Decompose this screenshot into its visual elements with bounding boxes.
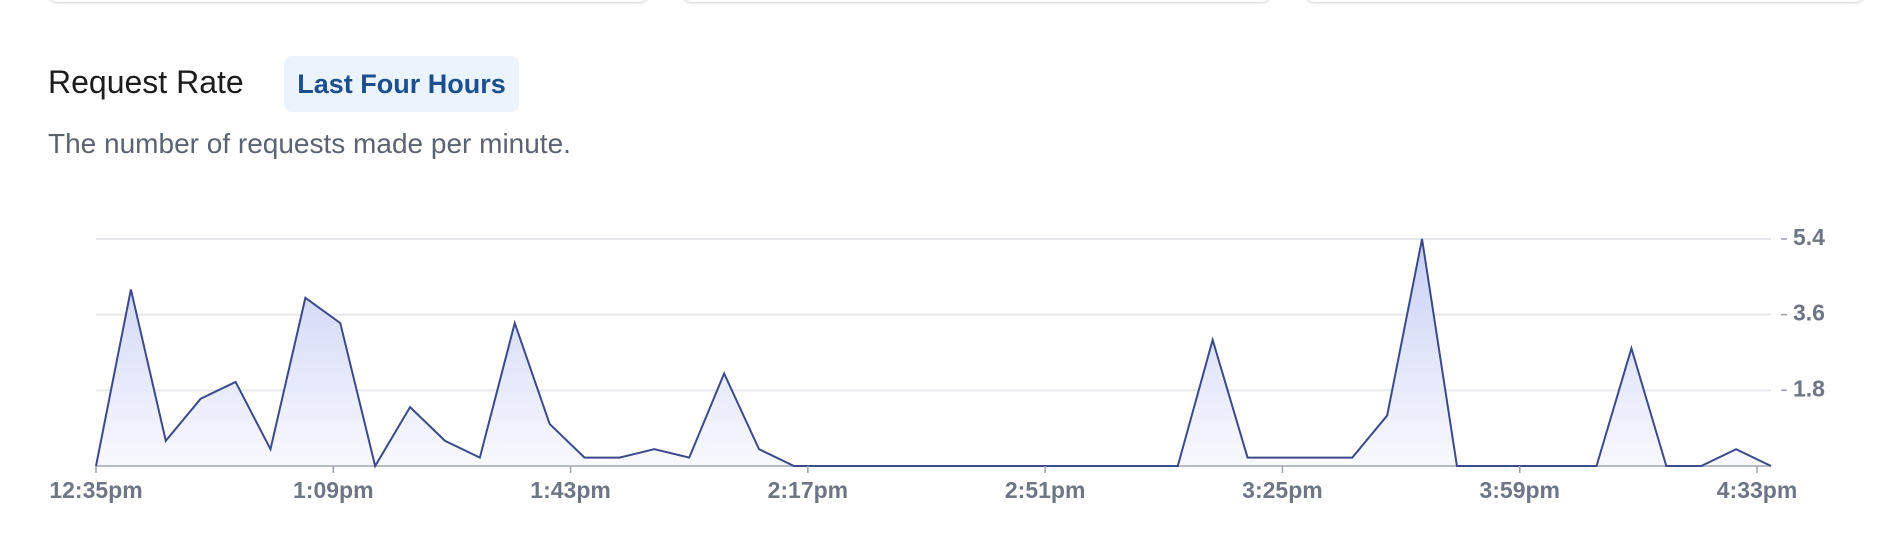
x-tick-label: 1:09pm [293, 477, 374, 503]
y-tick-label: 5.4 [1793, 224, 1825, 250]
card [48, 0, 649, 2]
x-tick-label: 3:59pm [1479, 477, 1560, 503]
x-tick-label: 2:17pm [768, 477, 849, 503]
section-title: Request Rate [48, 64, 244, 100]
line [95, 238, 1772, 469]
y-tick-label: 1.8 [1793, 375, 1825, 401]
x-tick-label: 1:43pm [530, 477, 611, 503]
x-tick-label: 3:25pm [1242, 477, 1323, 503]
x-tick-label: 4:33pm [1717, 477, 1798, 503]
section-subtitle: The number of requests made per minute. [48, 128, 571, 159]
x-tick-label: 12:35pm [49, 477, 142, 503]
x-tick-label: 2:51pm [1005, 477, 1086, 503]
card [1305, 0, 1865, 2]
y-tick-label: 3.6 [1793, 300, 1825, 326]
card [682, 0, 1271, 2]
time-range-badge[interactable]: Last Four Hours [284, 56, 519, 112]
area-fill [96, 239, 1771, 466]
